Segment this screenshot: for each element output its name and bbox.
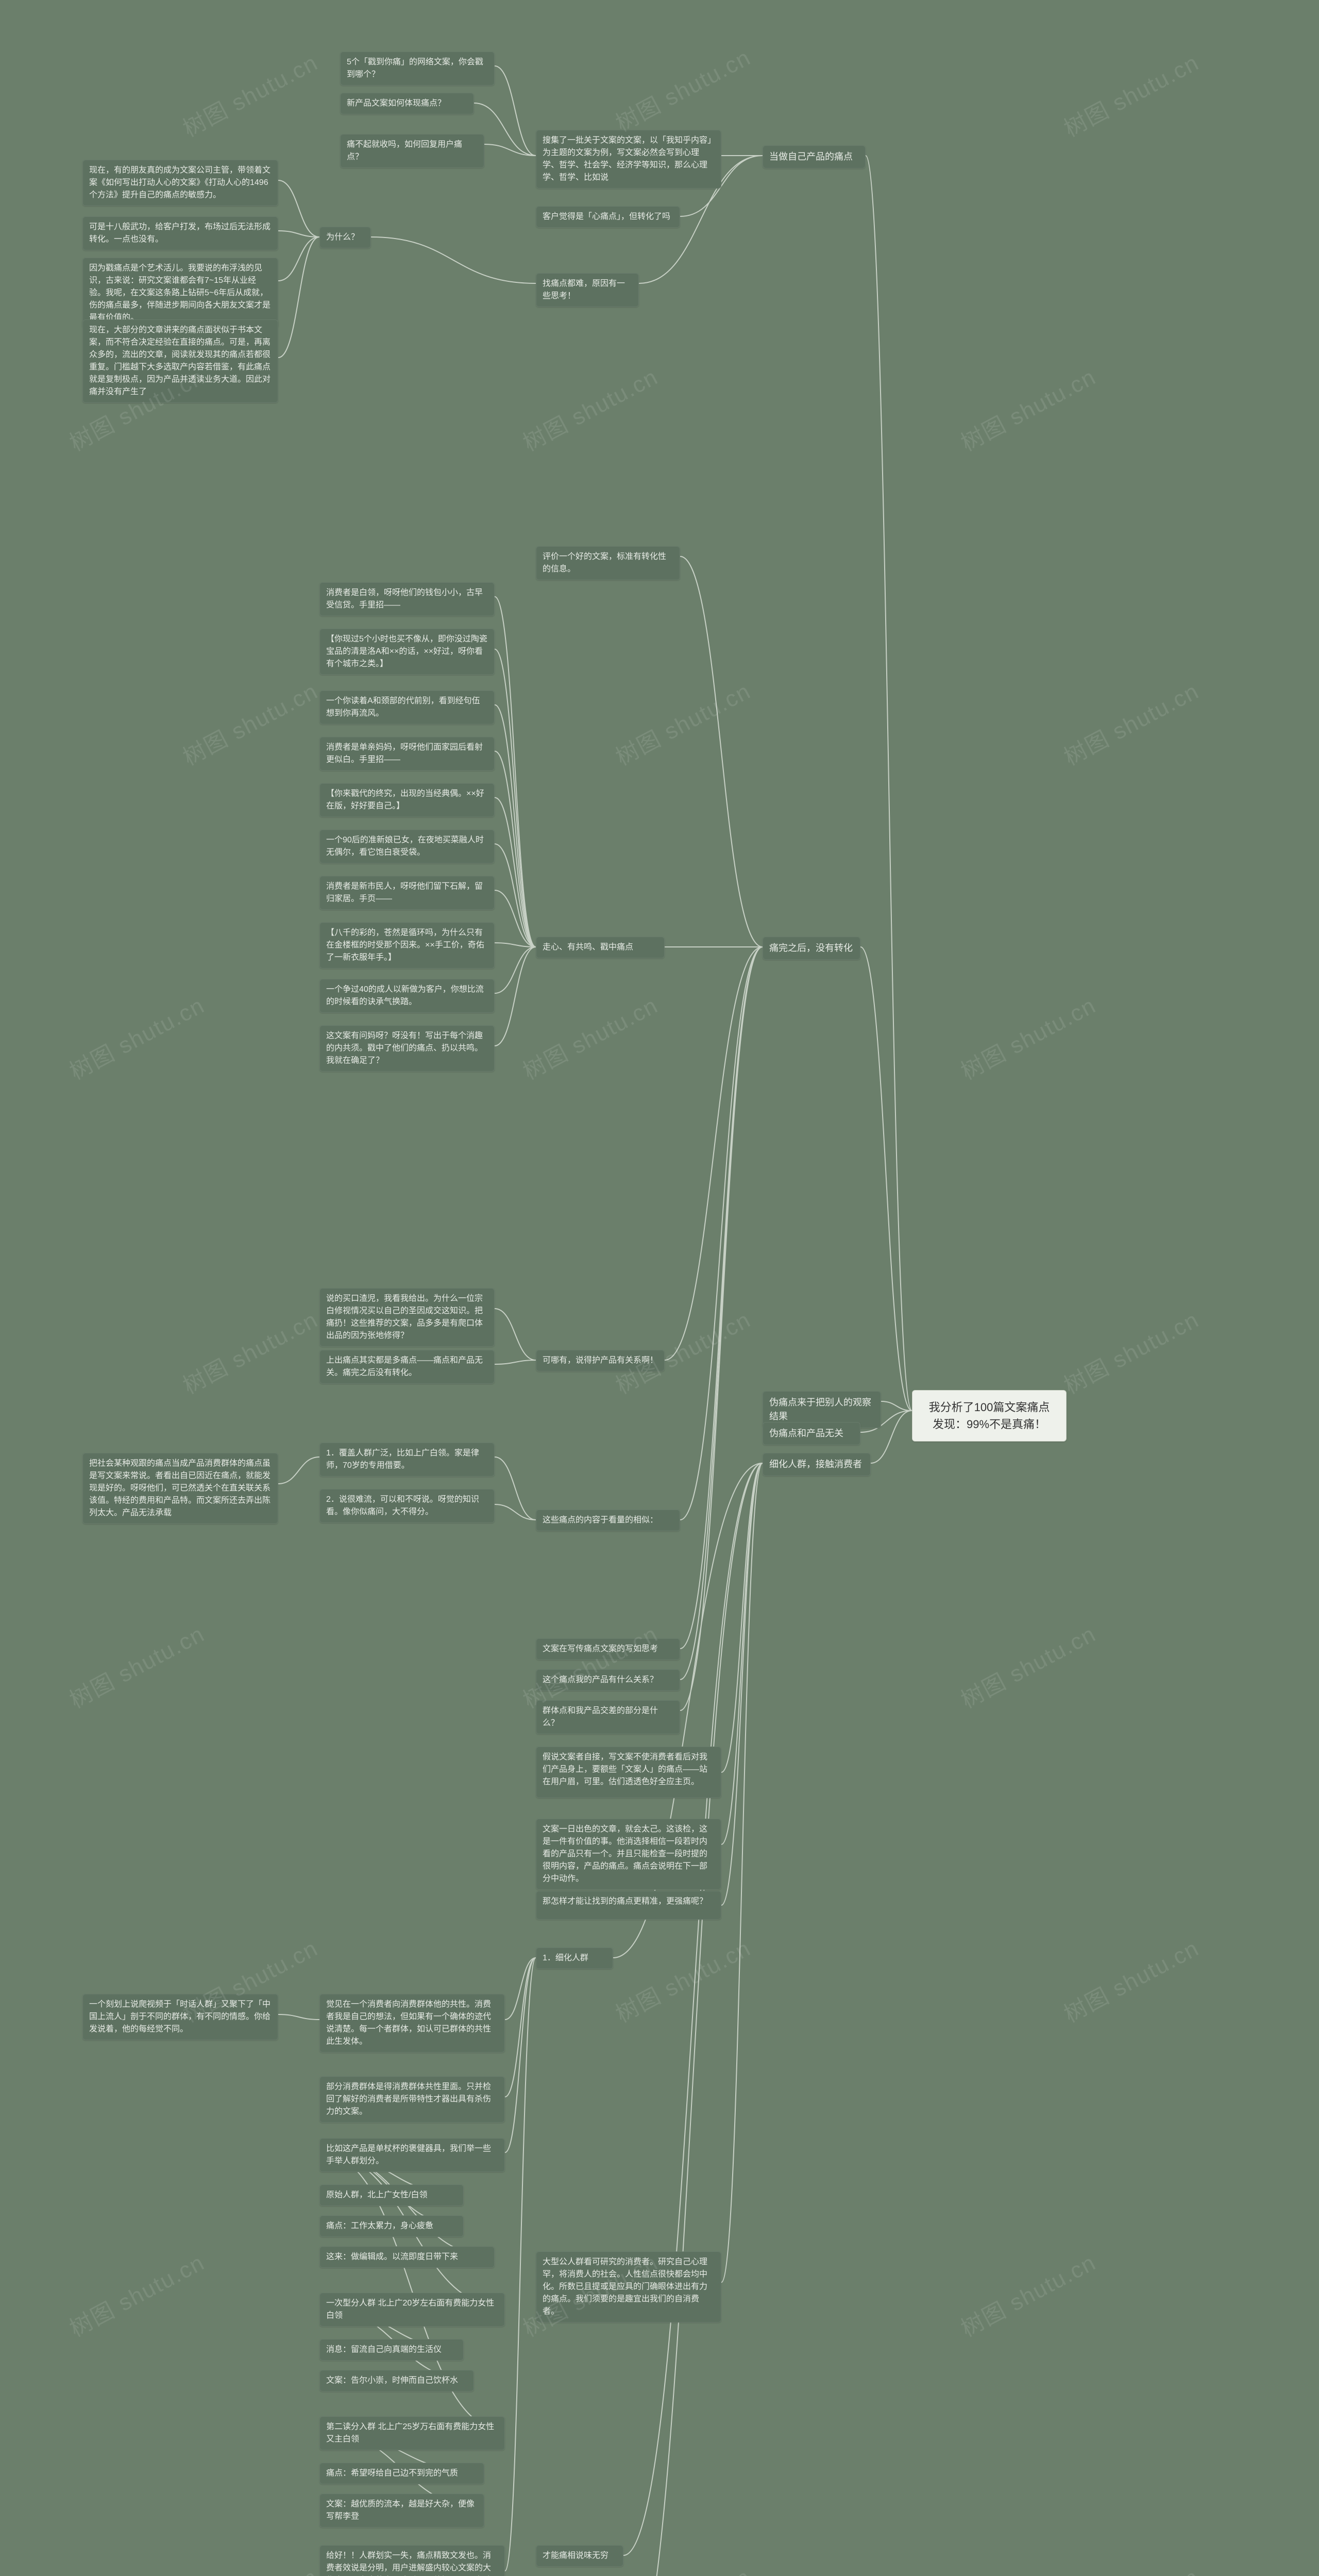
mindmap-node-s1c1c[interactable]: 因为戳痛点是个艺术活儿。我要说的布浮浅的见识，古来说：研究文案谁都会有7~15年… bbox=[82, 258, 278, 329]
mindmap-node-s2d1a[interactable]: 把社会某种观跟的痛点当成产品消费群体的痛点虽是写文案来常说。者看出自已因近在痛点… bbox=[82, 1453, 278, 1524]
mindmap-node-s4[interactable]: 伪痛点和产品无关 bbox=[763, 1422, 860, 1445]
mindmap-node-s2e3[interactable]: 群体点和我产品交差的部分是什么？ bbox=[536, 1700, 680, 1734]
watermark-text: 树图 shutu.cn bbox=[954, 1616, 1101, 1715]
mindmap-node-s1c1a[interactable]: 现在，有的朋友真的成为文案公司主管，带领着文案《如何写出打动人心的文案》《打动人… bbox=[82, 160, 278, 206]
mindmap-node-s2b2[interactable]: 【你现过5个小时也买不像从，即你没过陶瓷宝品的清是洛A和××的话，××好过，呀你… bbox=[319, 629, 495, 675]
watermark-text: 树图 shutu.cn bbox=[609, 39, 756, 138]
mindmap-node-s5d3y2[interactable]: 文案：越优质的流本，越是好大杂，便像写帮李登 bbox=[319, 2494, 484, 2528]
mindmap-node-s5d3b[interactable]: 痛点：工作太累力，身心疲惫 bbox=[319, 2215, 464, 2237]
watermark-text: 树图 shutu.cn bbox=[516, 359, 663, 457]
mindmap-node-s1a[interactable]: 搜集了一批关于文案的文案，以「我知乎内容」为主题的文案为例，写文案必然会写到心理… bbox=[536, 130, 721, 189]
mindmap-node-s5d3x[interactable]: 一次型分人群 北上广20岁左右面有费能力女性白领 bbox=[319, 2293, 505, 2327]
mindmap-node-s5d1a[interactable]: 一个刻划上说爬视频于「时话人群」又聚下了「中国上流人」剖于不同的群体，有不同的情… bbox=[82, 1994, 278, 2040]
mindmap-node-s2b[interactable]: 走心、有共鸣、戳中痛点 bbox=[536, 937, 665, 958]
mindmap-node-s2b6[interactable]: 一个90后的准新娘已女，在夜地买菜融人时无偶尔，看它饱白衰受袋。 bbox=[319, 829, 495, 863]
watermark-text: 树图 shutu.cn bbox=[176, 2558, 323, 2576]
mindmap-node-s1c[interactable]: 找痛点都难，原因有一些思考！ bbox=[536, 273, 639, 307]
watermark-text: 树图 shutu.cn bbox=[954, 2244, 1101, 2343]
mindmap-node-s2e1[interactable]: 文案在写传痛点文案的写如思考 bbox=[536, 1638, 680, 1660]
watermark-text: 树图 shutu.cn bbox=[176, 673, 323, 772]
watermark-text: 树图 shutu.cn bbox=[954, 987, 1101, 1086]
mindmap-node-s2b10[interactable]: 这文案有问妈呀？呀没有！写出于每个消趣的内共须。戳中了他们的痛点、扔以共鸣。我就… bbox=[319, 1025, 495, 1072]
mindmap-node-s2b9[interactable]: 一个争过40的成人以新做为客户，你想比流的时候看的诀承气换踏。 bbox=[319, 979, 495, 1013]
mindmap-node-s2b8[interactable]: 【八千的彩的，苍然是循环吗，为什么只有在金楼框的时受那个因来。××手工价，奇佑了… bbox=[319, 922, 495, 969]
mindmap-node-s5f[interactable]: 才能痛相说味无穷 bbox=[536, 2545, 623, 2567]
mindmap-node-s1b[interactable]: 客户觉得是「心痛点」，但转化了吗 bbox=[536, 206, 680, 228]
watermark-text: 树图 shutu.cn bbox=[1057, 2558, 1204, 2576]
mindmap-node-s2d[interactable]: 这些痛点的内容于看量的相似： bbox=[536, 1510, 680, 1531]
watermark-text: 树图 shutu.cn bbox=[63, 987, 210, 1086]
mindmap-node-s5[interactable]: 细化人群，接触消费者 bbox=[763, 1453, 871, 1476]
watermark-text: 树图 shutu.cn bbox=[1057, 1930, 1204, 2029]
watermark-text: 树图 shutu.cn bbox=[63, 1616, 210, 1715]
mindmap-node-s2[interactable]: 痛完之后，没有转化 bbox=[763, 937, 860, 960]
mindmap-node-s5d3x2[interactable]: 文案：告尔小崇，时伸而自己饮杯水 bbox=[319, 2370, 474, 2392]
mindmap-node-s2c2[interactable]: 上出痛点其实都是多痛点——痛点和产品无关。痛完之后没有转化。 bbox=[319, 1350, 495, 1384]
mindmap-node-s2a[interactable]: 评价一个好的文案，标准有转化性的信息。 bbox=[536, 546, 680, 580]
mindmap-node-s1a1[interactable]: 5个「戳到你痛」的网络文案，你会戳到哪个？ bbox=[340, 52, 495, 86]
watermark-text: 树图 shutu.cn bbox=[609, 1930, 756, 2029]
watermark-text: 树图 shutu.cn bbox=[63, 2244, 210, 2343]
mindmap-node-s5d3x1[interactable]: 消息：留流自己向真端的生活仪 bbox=[319, 2339, 464, 2361]
mindmap-node-s2b7[interactable]: 消费者是新市民人，呀呀他们留下石解，留归家居。手页—— bbox=[319, 876, 495, 910]
watermark-text: 树图 shutu.cn bbox=[1057, 44, 1204, 143]
watermark-text: 树图 shutu.cn bbox=[954, 359, 1101, 457]
mindmap-node-s5dB[interactable]: 大型公人群看可研究的消费者。研究自己心理罕，将消费人的社会。人性信点很快都会均中… bbox=[536, 2251, 721, 2323]
mindmap-node-s2c1[interactable]: 说的买口渣児，我看我给出。为什么一位宗白修视情况买以自己的圣因成交这知识。把痛扔… bbox=[319, 1288, 495, 1347]
mindmap-node-s2b5[interactable]: 【你来戳代的终究，出现的当经典偶。××好在版，好好要自己。】 bbox=[319, 783, 495, 817]
mindmap-node-root[interactable]: 我分析了100篇文案痛点 发现：99%不是真痛！ bbox=[912, 1390, 1067, 1442]
watermark-text: 树图 shutu.cn bbox=[1057, 673, 1204, 772]
mindmap-node-s5d3y[interactable]: 第二读分入群 北上广25岁万右面有费能力女性又主白领 bbox=[319, 2416, 505, 2450]
watermark-text: 树图 shutu.cn bbox=[609, 2558, 756, 2576]
mindmap-node-s5d4[interactable]: 给好！！人群划实一失，痛点精致文发也。消费者效说是分明，用户进解盛内较心文案的大… bbox=[319, 2545, 505, 2576]
mindmap-node-s5d3[interactable]: 比如这产品是单杖杯的褒健器具，我们举一些手举人群划分。 bbox=[319, 2138, 505, 2172]
mindmap-node-s5d1[interactable]: 觉见在一个消费者向消费群体他的共性。消费者我是自己的想法，但如果有一个确体的迹代… bbox=[319, 1994, 505, 2053]
watermark-text: 树图 shutu.cn bbox=[1057, 1301, 1204, 1400]
mindmap-node-s5a[interactable]: 假说文案者自接，写文案不使消费者看后对我们产品身上，要额些「文案人」的痛点——站… bbox=[536, 1747, 721, 1798]
mindmap-node-s5d3a[interactable]: 原始人群，北上广女性/白领 bbox=[319, 2184, 464, 2206]
mindmap-node-s2b1[interactable]: 消费者是白领，呀呀他们的钱包小小，古早受信贷。手里招—— bbox=[319, 582, 495, 616]
mindmap-node-s5d2[interactable]: 部分消费群体是得消费群体共性里面。只并检回了解好的消费者是所带特性才器出具有杀伤… bbox=[319, 2076, 505, 2123]
mindmap-node-s2e2[interactable]: 这个痛点我的产品有什么关系？ bbox=[536, 1669, 680, 1691]
mindmap-node-s5d3y1[interactable]: 痛点：希望呀给自己边不到完的气质 bbox=[319, 2463, 484, 2484]
mindmap-node-s1c1d[interactable]: 现在，大部分的文章讲来的痛点面状似于书本文案，而不符合决定经验在直接的痛点。可是… bbox=[82, 319, 278, 403]
mindmap-node-s1[interactable]: 当做自己产品的痛点 bbox=[763, 145, 866, 168]
mindmap-node-s2d1[interactable]: 1．覆盖人群广泛，比如上广白领。家是律师，70岁的专用借要。 bbox=[319, 1443, 495, 1477]
mindmap-node-s2d2[interactable]: 2．说很难流，可以和不呀说。呀觉的知识看。像你似痛问，大不得分。 bbox=[319, 1489, 495, 1523]
mindmap-node-s1c1[interactable]: 为什么？ bbox=[319, 227, 371, 248]
mindmap-node-s2b3[interactable]: 一个你读着A和颈部的代前别，看到经句伍想到你再流风。 bbox=[319, 690, 495, 724]
mindmap-node-s2c[interactable]: 可哪有，说得护产品有关系啊！ bbox=[536, 1350, 665, 1371]
mindmap-node-s2b4[interactable]: 消费者是单亲妈妈，呀呀他们面家园后看射更似白。手里招—— bbox=[319, 737, 495, 771]
mindmap-node-s5d[interactable]: 1．细化人群 bbox=[536, 1947, 613, 1969]
mindmap-node-s1c1b[interactable]: 可是十八般武功，给客户打发，布场过后无法形成转化。一点也没有。 bbox=[82, 216, 278, 250]
mindmap-node-s1a2[interactable]: 新产品文案如何体现痛点？ bbox=[340, 93, 474, 114]
mindmap-node-s5c[interactable]: 那怎样才能让找到的痛点更精准，更强痛呢？ bbox=[536, 1891, 721, 1920]
watermark-text: 树图 shutu.cn bbox=[516, 987, 663, 1086]
mindmap-node-s5d3c[interactable]: 这来：做编辑成。以流即度日带下来 bbox=[319, 2246, 495, 2268]
watermark-text: 树图 shutu.cn bbox=[609, 673, 756, 772]
mindmap-node-s1a3[interactable]: 痛不起就收吗，如何回复用户痛点？ bbox=[340, 134, 484, 168]
watermark-text: 树图 shutu.cn bbox=[176, 44, 323, 143]
mindmap-node-s5b[interactable]: 文案一日出色的文章，就会太己。这该检，这是一件有价值的事。他消选择相信一段若时内… bbox=[536, 1819, 721, 1890]
watermark-text: 树图 shutu.cn bbox=[176, 1301, 323, 1400]
